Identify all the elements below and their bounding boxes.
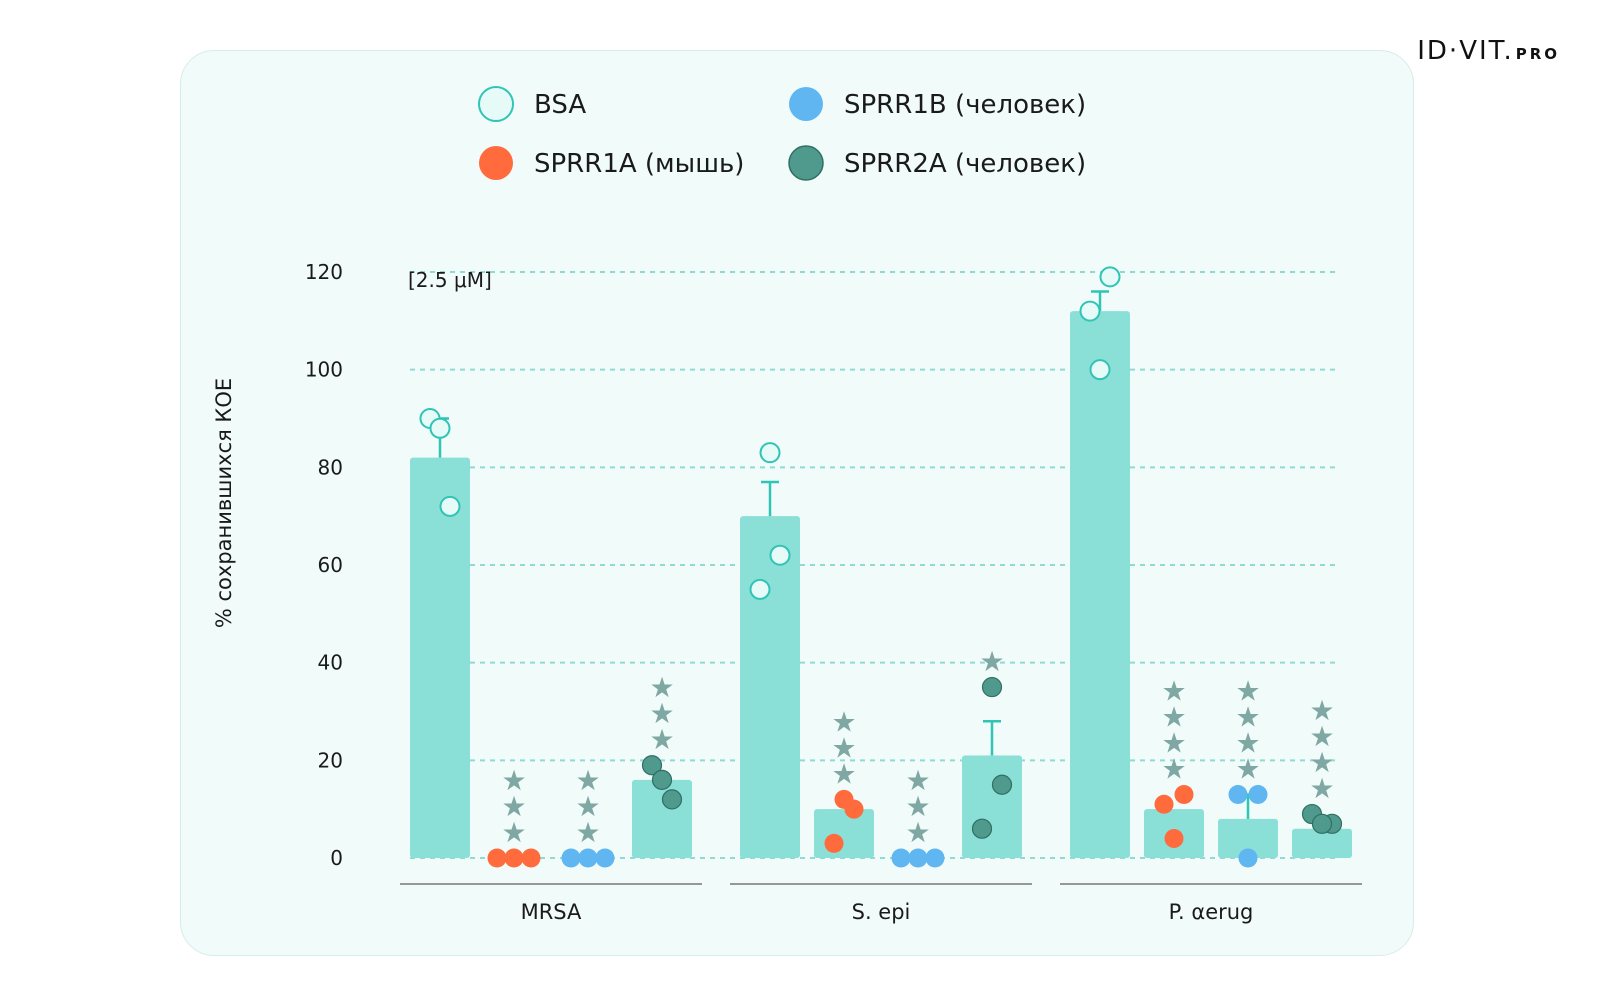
y-axis-label: % сохранившихся КОЕ bbox=[212, 378, 236, 628]
significance-star: ★ bbox=[501, 764, 526, 797]
bar bbox=[410, 457, 470, 858]
legend-swatch-sprr1a bbox=[479, 146, 513, 180]
legend-label-sprr2a: SPRR2A (человек) bbox=[844, 149, 1086, 179]
y-tick-label: 60 bbox=[318, 553, 343, 577]
data-point bbox=[1311, 813, 1333, 834]
grid-lines bbox=[410, 271, 1335, 859]
data-point bbox=[971, 818, 993, 839]
y-tick-label: 40 bbox=[318, 651, 343, 675]
concentration-annotation: [2.5 μM] bbox=[408, 268, 492, 292]
category-group: ★★★★★★★★★★★★ bbox=[1060, 266, 1362, 885]
data-point bbox=[578, 848, 598, 868]
data-point bbox=[504, 848, 524, 868]
data-point bbox=[844, 799, 864, 819]
significance-star: ★ bbox=[1235, 753, 1260, 786]
data-point bbox=[1089, 359, 1111, 381]
bar bbox=[1292, 828, 1352, 858]
data-point bbox=[661, 789, 683, 810]
data-point bbox=[439, 495, 461, 517]
data-point bbox=[595, 848, 615, 868]
data-point bbox=[981, 676, 1003, 698]
legend-label-sprr1a: SPRR1A (мышь) bbox=[534, 149, 744, 179]
significance-star: ★ bbox=[979, 645, 1004, 678]
significance-star: ★ bbox=[1309, 772, 1334, 805]
y-tick-label: 20 bbox=[318, 748, 343, 772]
y-tick-label: 0 bbox=[330, 846, 343, 870]
significance-star: ★ bbox=[831, 757, 856, 790]
legend-label-sprr1b: SPRR1B (человек) bbox=[844, 90, 1086, 120]
significance-star: ★ bbox=[1235, 727, 1260, 760]
data-point bbox=[641, 755, 663, 776]
data-point bbox=[1228, 785, 1248, 805]
data-point bbox=[908, 848, 928, 868]
significance-star: ★ bbox=[1309, 720, 1334, 753]
data-point bbox=[891, 848, 911, 868]
legend: BSA SPRR1B (человек) SPRR1A (мышь) SPRR2A (… bbox=[478, 86, 1086, 181]
legend-swatch-sprr2a bbox=[788, 145, 824, 181]
data-point bbox=[1174, 785, 1194, 805]
significance-star: ★ bbox=[905, 816, 930, 849]
significance-star: ★ bbox=[649, 697, 674, 730]
significance-star: ★ bbox=[1309, 694, 1334, 727]
data-point bbox=[925, 848, 945, 868]
data-point bbox=[1248, 785, 1268, 805]
data-point bbox=[824, 833, 844, 853]
significance-star: ★ bbox=[1235, 675, 1260, 708]
significance-star: ★ bbox=[831, 731, 856, 764]
bar bbox=[632, 779, 692, 858]
significance-star: ★ bbox=[1161, 701, 1186, 734]
bar bbox=[1218, 818, 1278, 858]
bar bbox=[814, 809, 874, 858]
legend-swatch-sprr1b bbox=[789, 87, 823, 121]
data-point bbox=[759, 442, 781, 464]
bar bbox=[1070, 311, 1130, 859]
data-point bbox=[769, 544, 791, 566]
significance-star: ★ bbox=[501, 816, 526, 849]
significance-star: ★ bbox=[905, 764, 930, 797]
data-point bbox=[487, 848, 507, 868]
data-point bbox=[651, 769, 673, 790]
bar bbox=[740, 516, 800, 858]
brand-logo: ID·VIT. PRO bbox=[1417, 36, 1560, 66]
data-point bbox=[1238, 848, 1258, 868]
data-point bbox=[1079, 300, 1101, 322]
data-point bbox=[521, 848, 541, 868]
significance-star: ★ bbox=[649, 671, 674, 704]
legend-label-bsa: BSA bbox=[534, 90, 586, 120]
significance-star: ★ bbox=[1161, 753, 1186, 786]
legend-swatch-bsa bbox=[478, 86, 514, 122]
data-point bbox=[991, 774, 1013, 795]
data-point bbox=[1099, 266, 1121, 288]
y-tick-label: 80 bbox=[318, 455, 343, 479]
significance-star: ★ bbox=[1161, 675, 1186, 708]
x-tick-label: MRSA bbox=[521, 900, 582, 924]
category-group: ★★★★★★★★★ bbox=[400, 408, 702, 885]
x-tick-label: S. epi bbox=[852, 900, 911, 924]
data-point bbox=[1154, 794, 1174, 814]
data-point bbox=[749, 578, 771, 600]
significance-star: ★ bbox=[575, 764, 600, 797]
y-tick-label: 120 bbox=[305, 260, 343, 284]
x-tick-label: P. αerug bbox=[1169, 900, 1254, 924]
significance-star: ★ bbox=[575, 816, 600, 849]
data-point bbox=[429, 417, 451, 439]
significance-star: ★ bbox=[575, 790, 600, 823]
data-point bbox=[1164, 828, 1184, 848]
y-tick-label: 100 bbox=[305, 358, 343, 382]
brand-logo-sub: PRO bbox=[1515, 45, 1560, 63]
bar bbox=[962, 755, 1022, 858]
category-group: ★★★★★★★ bbox=[730, 442, 1032, 885]
significance-star: ★ bbox=[1309, 746, 1334, 779]
significance-star: ★ bbox=[905, 790, 930, 823]
significance-star: ★ bbox=[831, 705, 856, 738]
significance-star: ★ bbox=[1235, 701, 1260, 734]
significance-star: ★ bbox=[501, 790, 526, 823]
data-point bbox=[561, 848, 581, 868]
significance-star: ★ bbox=[649, 723, 674, 756]
significance-star: ★ bbox=[1161, 727, 1186, 760]
brand-logo-main: ID·VIT. bbox=[1417, 36, 1514, 66]
